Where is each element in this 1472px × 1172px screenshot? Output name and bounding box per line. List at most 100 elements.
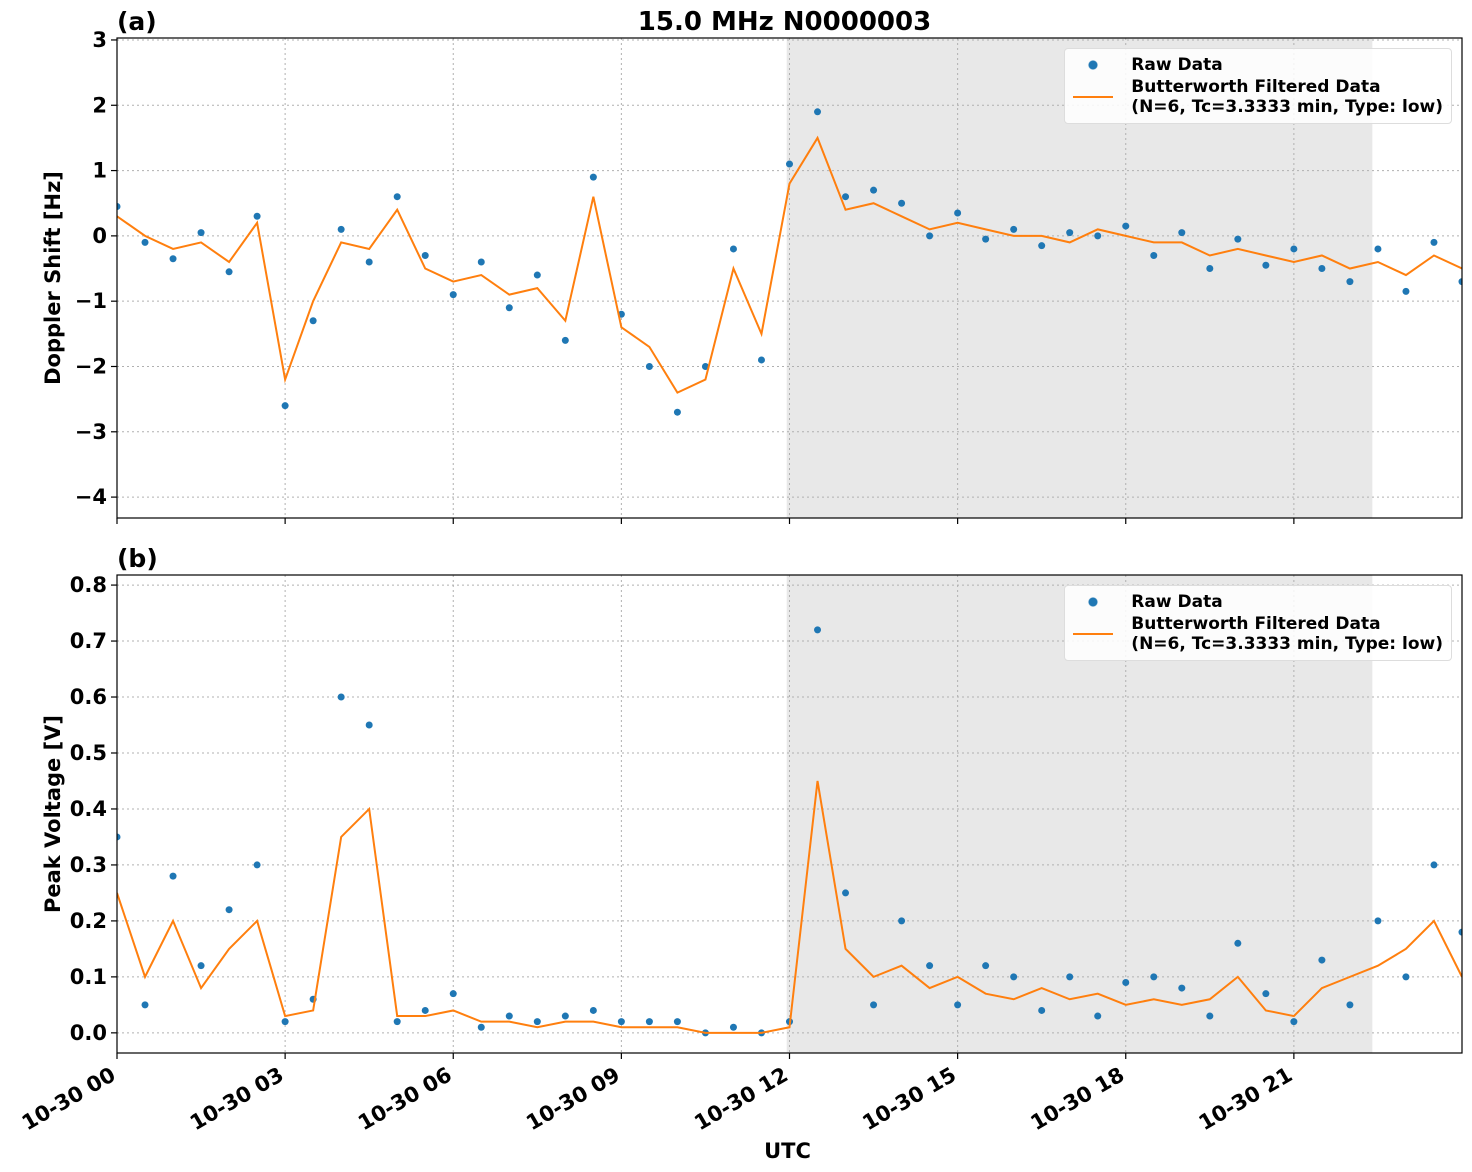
- raw-point: [1122, 222, 1130, 230]
- y-tick-label: −2: [75, 354, 107, 378]
- filtered-line: [117, 780, 1462, 1034]
- raw-point: [1374, 245, 1382, 253]
- x-tick-label: 10-30 21: [1195, 1063, 1297, 1136]
- axes-frame: [116, 574, 1463, 1054]
- raw-point: [449, 990, 457, 998]
- raw-point: [1122, 978, 1130, 986]
- x-tick-label: 10-30 09: [522, 1063, 624, 1136]
- raw-point: [898, 199, 906, 207]
- raw-point: [225, 906, 233, 914]
- legend-entry: Butterworth Filtered Data (N=6, Tc=3.333…: [1073, 77, 1443, 117]
- x-tick-label: 10-30 12: [690, 1063, 792, 1136]
- raw-point: [477, 1023, 485, 1031]
- y-tick-label: 0.2: [70, 909, 107, 933]
- raw-point: [1262, 990, 1270, 998]
- y-tick-label: 0.4: [70, 797, 107, 821]
- y-tick-label: 2: [92, 93, 107, 117]
- raw-point: [673, 408, 681, 416]
- raw-point: [1430, 861, 1438, 869]
- y-tick-label: 0.7: [70, 629, 107, 653]
- raw-point: [505, 304, 513, 312]
- raw-point: [1234, 939, 1242, 947]
- raw-point: [309, 317, 317, 325]
- raw-point: [786, 160, 793, 168]
- legend-entry: Raw Data: [1073, 592, 1443, 612]
- raw-point: [870, 1001, 878, 1009]
- raw-point: [337, 693, 345, 701]
- raw-point: [141, 238, 149, 246]
- legend-key: [1073, 624, 1114, 644]
- raw-point: [1318, 956, 1326, 964]
- raw-point: [1290, 245, 1298, 253]
- raw-point: [898, 917, 906, 925]
- raw-point: [982, 962, 990, 970]
- raw-point: [1346, 1001, 1354, 1009]
- legend-entry: Raw Data: [1073, 55, 1443, 75]
- filtered-line: [117, 135, 1462, 394]
- raw-point: [870, 186, 878, 194]
- raw-point: [1458, 278, 1462, 286]
- x-axis-label: UTC: [764, 1139, 811, 1163]
- raw-point: [954, 209, 962, 217]
- raw-point: [1290, 1018, 1298, 1026]
- raw-point: [1010, 973, 1018, 981]
- y-tick-label: 0.1: [70, 965, 107, 989]
- raw-point: [1094, 1012, 1102, 1020]
- y-tick-label: −1: [75, 289, 107, 313]
- raw-point: [1150, 973, 1158, 981]
- raw-point: [617, 1018, 625, 1026]
- raw-point: [729, 245, 737, 253]
- panel-label: (b): [117, 544, 158, 573]
- x-tick-label: 10-30 18: [1026, 1063, 1128, 1136]
- raw-point: [645, 1018, 653, 1026]
- raw-point: [253, 861, 261, 869]
- raw-point: [141, 1001, 149, 1009]
- plot-area: [117, 626, 1462, 1037]
- raw-point: [197, 229, 205, 237]
- x-tick-label: 10-30 03: [186, 1063, 288, 1136]
- raw-point: [365, 258, 373, 266]
- y-tick-label: 0: [92, 224, 107, 248]
- raw-point: [169, 872, 177, 880]
- plot-area: [117, 108, 1462, 416]
- raw-point: [701, 362, 709, 370]
- y-tick-label: 0.5: [70, 741, 107, 765]
- raw-point: [117, 833, 121, 841]
- raw-point: [1178, 229, 1186, 237]
- y-tick-label: 1: [92, 159, 107, 183]
- raw-point: [393, 193, 401, 201]
- raw-point: [954, 1001, 962, 1009]
- raw-point: [729, 1023, 737, 1031]
- legend-key: [1073, 592, 1114, 612]
- raw-point: [1318, 265, 1326, 273]
- raw-point: [982, 235, 990, 243]
- raw-point: [533, 1018, 541, 1026]
- legend-key: [1073, 87, 1114, 107]
- raw-point: [281, 402, 289, 410]
- y-tick-label: 0.8: [70, 573, 107, 597]
- raw-point: [673, 1018, 681, 1026]
- raw-point: [505, 1012, 513, 1020]
- raw-point: [814, 626, 822, 634]
- legend-label: Raw Data: [1131, 592, 1223, 612]
- raw-point: [225, 268, 233, 276]
- legend-key: [1073, 55, 1114, 75]
- raw-point: [421, 1006, 429, 1014]
- raw-point: [281, 1018, 289, 1026]
- y-axis-label: Peak Voltage [V]: [41, 715, 65, 913]
- raw-point: [1402, 973, 1410, 981]
- y-axis-label: Doppler Shift [Hz]: [41, 171, 65, 385]
- raw-point: [1038, 242, 1046, 250]
- x-tick-label: 10-30 15: [858, 1063, 960, 1136]
- raw-point: [842, 193, 850, 201]
- raw-point: [477, 258, 485, 266]
- raw-point: [1374, 917, 1382, 925]
- x-tick-label: 10-30 00: [18, 1063, 120, 1136]
- axes-frame: [116, 37, 1463, 519]
- raw-point: [117, 202, 121, 210]
- raw-point: [1038, 1006, 1046, 1014]
- raw-point: [926, 232, 934, 240]
- raw-point: [589, 173, 597, 181]
- panel-label: (a): [117, 7, 157, 36]
- legend-label: Butterworth Filtered Data (N=6, Tc=3.333…: [1131, 614, 1443, 654]
